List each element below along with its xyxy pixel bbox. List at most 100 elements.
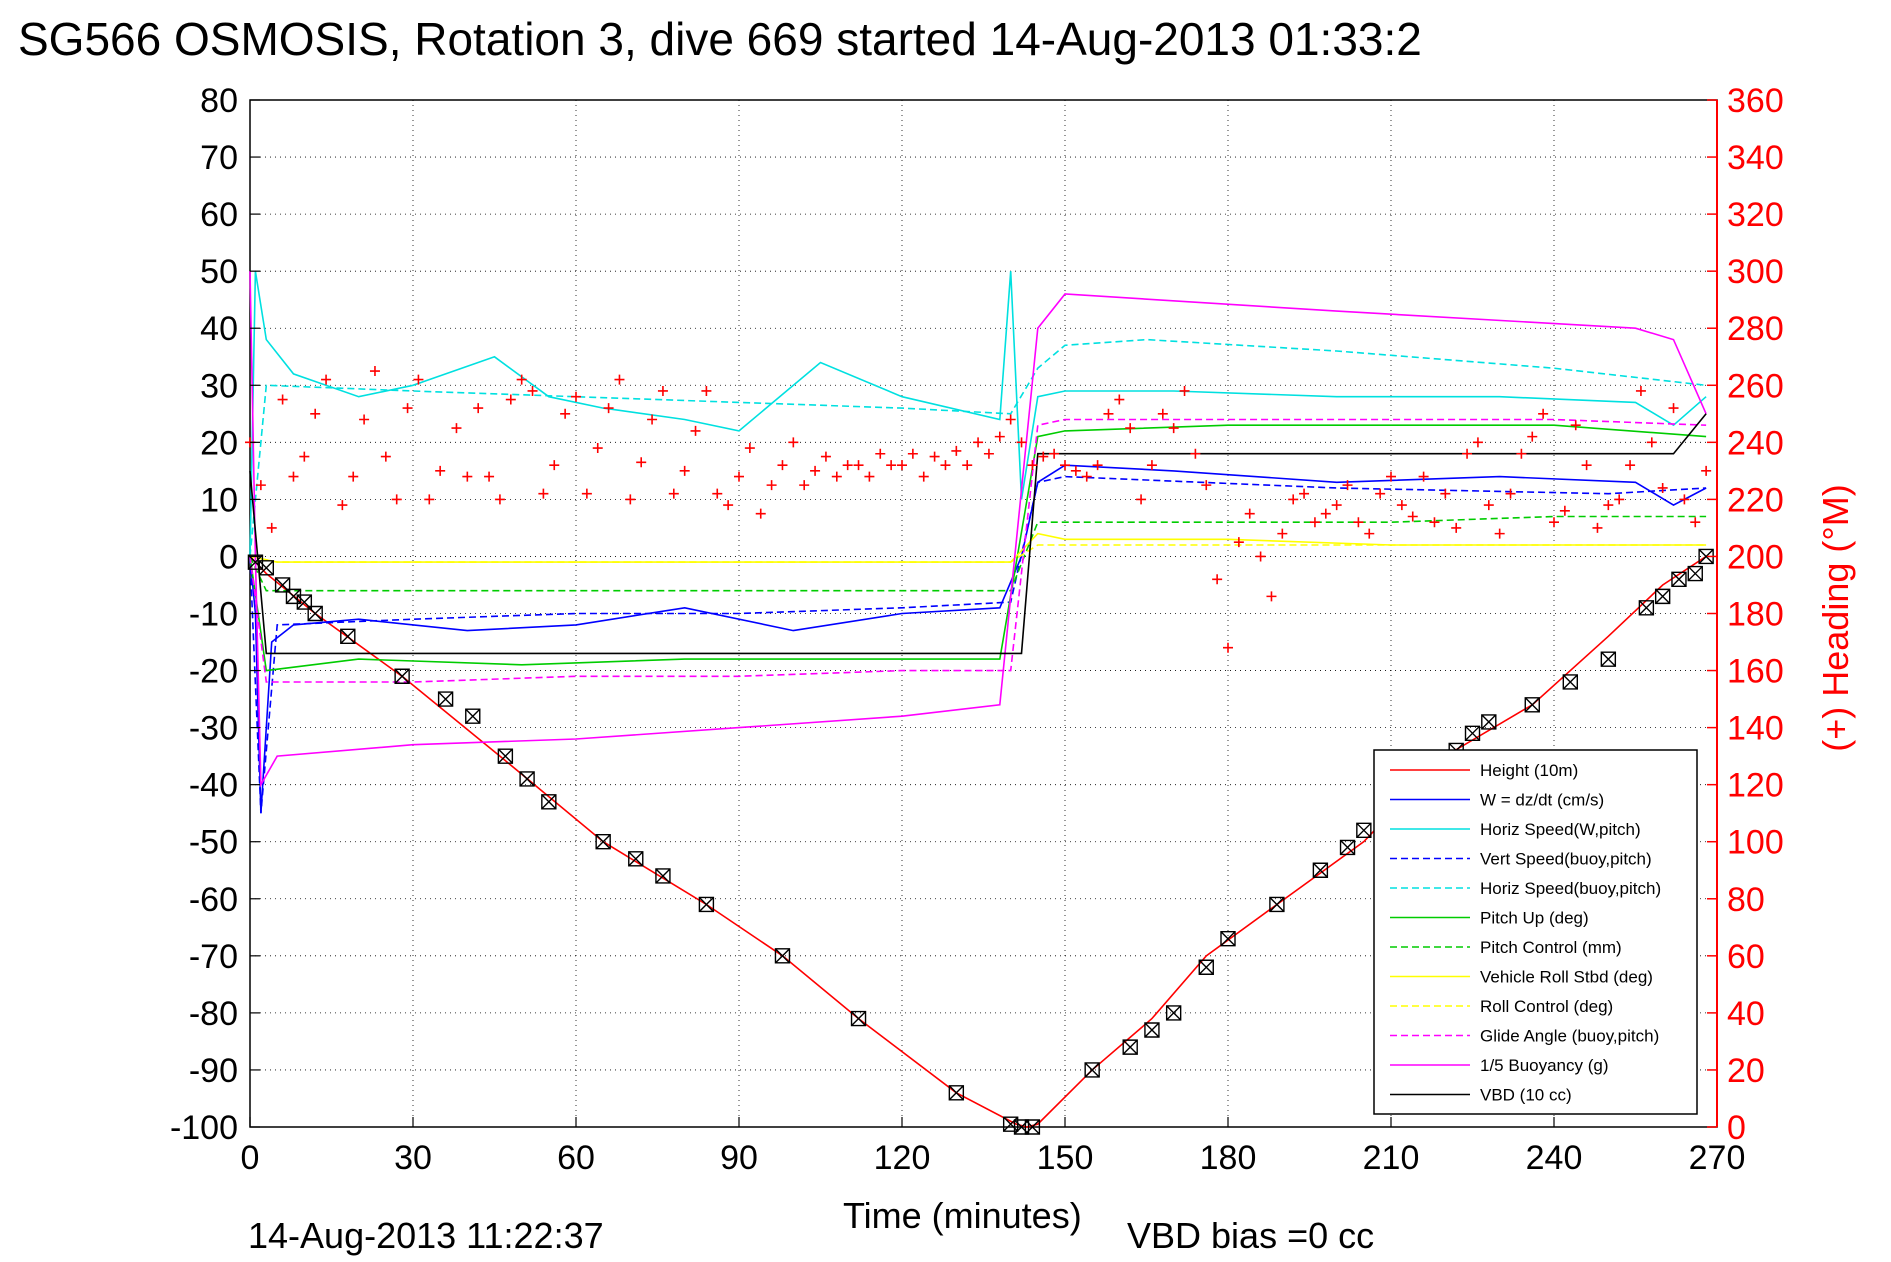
y2-tick-label: 220: [1727, 481, 1784, 519]
depth-marker: [247, 554, 264, 570]
heading-point: [657, 385, 668, 396]
y-tick-label: 30: [200, 367, 238, 405]
y-tick-label: -50: [189, 824, 238, 862]
y2-tick-label: 40: [1727, 995, 1765, 1033]
legend-label: Height (10m): [1480, 761, 1578, 780]
heading-point: [1549, 517, 1559, 528]
x-tick-label: 120: [874, 1139, 931, 1177]
legend-label: Horiz Speed(W,pitch): [1480, 820, 1641, 839]
depth-marker: [394, 668, 410, 684]
depth-marker: [1654, 588, 1671, 605]
depth-marker: [1671, 571, 1687, 587]
heading-point: [690, 425, 701, 436]
y-tick-label: 60: [200, 196, 238, 234]
y2-tick-label: 0: [1727, 1109, 1746, 1147]
heading-point: [527, 385, 538, 396]
depth-marker: [1464, 725, 1481, 742]
heading-point: [744, 443, 755, 454]
heading-point: [1309, 517, 1320, 528]
heading-point: [1386, 471, 1396, 482]
heading-point: [1103, 408, 1114, 419]
footer-timestamp: 14-Aug-2013 11:22:37: [248, 1215, 604, 1256]
heading-point: [625, 494, 636, 505]
depth-marker: [628, 851, 644, 867]
heading-point: [875, 448, 886, 459]
depth-marker: [285, 588, 302, 605]
heading-point: [983, 448, 994, 459]
x-axis-label: Time (minutes): [843, 1195, 1082, 1236]
heading-point: [1483, 500, 1494, 511]
heading-point: [321, 374, 332, 385]
heading-point: [1179, 385, 1190, 396]
heading-point: [973, 437, 984, 448]
heading-point: [1266, 591, 1277, 602]
series-line: [249, 475, 1707, 814]
heading-point: [1646, 437, 1657, 448]
heading-point: [1353, 517, 1364, 528]
y2-tick-label: 260: [1727, 367, 1784, 405]
heading-point: [864, 471, 875, 482]
heading-point: [1570, 420, 1581, 431]
heading-point: [1592, 522, 1603, 533]
heading-point: [359, 414, 370, 425]
plot-area: [245, 99, 1718, 1135]
heading-point: [1418, 471, 1429, 482]
heading-point: [1244, 508, 1255, 519]
series-line: [249, 544, 1707, 563]
y2-tick-label: 120: [1727, 767, 1784, 805]
depth-marker: [1122, 1039, 1138, 1055]
x-tick-label: 90: [720, 1139, 758, 1177]
heading-point: [549, 460, 560, 471]
x-tick-label: 240: [1526, 1139, 1583, 1177]
x-tick-label: 150: [1037, 1139, 1094, 1177]
heading-point: [679, 465, 690, 476]
legend-label: Vert Speed(buoy,pitch): [1480, 850, 1652, 869]
y-tick-label: 80: [200, 82, 238, 120]
footer-vbd-bias: VBD bias =0 cc: [1127, 1215, 1374, 1256]
heading-point: [1092, 460, 1103, 471]
depth-marker: [497, 748, 514, 764]
heading-point: [723, 500, 734, 511]
heading-point: [337, 500, 348, 511]
depth-marker: [1524, 697, 1540, 713]
heading-point: [1516, 448, 1527, 459]
y-tick-label: -20: [189, 653, 238, 691]
heading-point: [853, 460, 864, 471]
depth-marker: [1356, 822, 1372, 839]
heading-point: [1016, 437, 1027, 448]
heading-point: [1527, 431, 1538, 442]
heading-point: [1635, 385, 1646, 396]
heading-point: [1538, 408, 1549, 419]
heading-point: [1146, 460, 1157, 471]
depth-marker: [1165, 1005, 1182, 1021]
depth-marker: [774, 948, 791, 964]
heading-point: [1070, 465, 1081, 476]
depth-marker: [541, 794, 557, 810]
heading-point: [1049, 448, 1060, 459]
heading-point: [1331, 500, 1342, 511]
heading-point: [1603, 500, 1614, 511]
depth-marker: [850, 1010, 867, 1027]
heading-point: [1081, 471, 1092, 482]
y-axis-ticks: 80 70 60 50 40 30 20 10 0 -10 -20 -30 -40 -50 -60 -70 -8…: [170, 82, 260, 1147]
heading-point: [1375, 488, 1386, 499]
y-tick-label: -80: [189, 995, 238, 1033]
heading-point: [1668, 403, 1679, 414]
x-tick-label: 180: [1200, 1139, 1257, 1177]
x-tick-label: 60: [557, 1139, 595, 1177]
heading-point: [1288, 494, 1299, 505]
heading-point: [1407, 511, 1418, 522]
heading-point: [788, 437, 799, 448]
y-tick-label: -70: [189, 938, 238, 976]
heading-point: [1472, 437, 1483, 448]
y-tick-label: -100: [170, 1109, 238, 1147]
legend-label: 1/5 Buoyancy (g): [1480, 1056, 1609, 1075]
heading-point: [940, 460, 951, 471]
depth-marker: [1312, 862, 1329, 878]
heading-point: [1038, 451, 1049, 462]
heading-point: [1027, 460, 1038, 471]
series-line: [249, 338, 1707, 557]
depth-marker: [258, 560, 274, 576]
heading-point: [505, 394, 516, 405]
y2-tick-label: 100: [1727, 824, 1784, 862]
